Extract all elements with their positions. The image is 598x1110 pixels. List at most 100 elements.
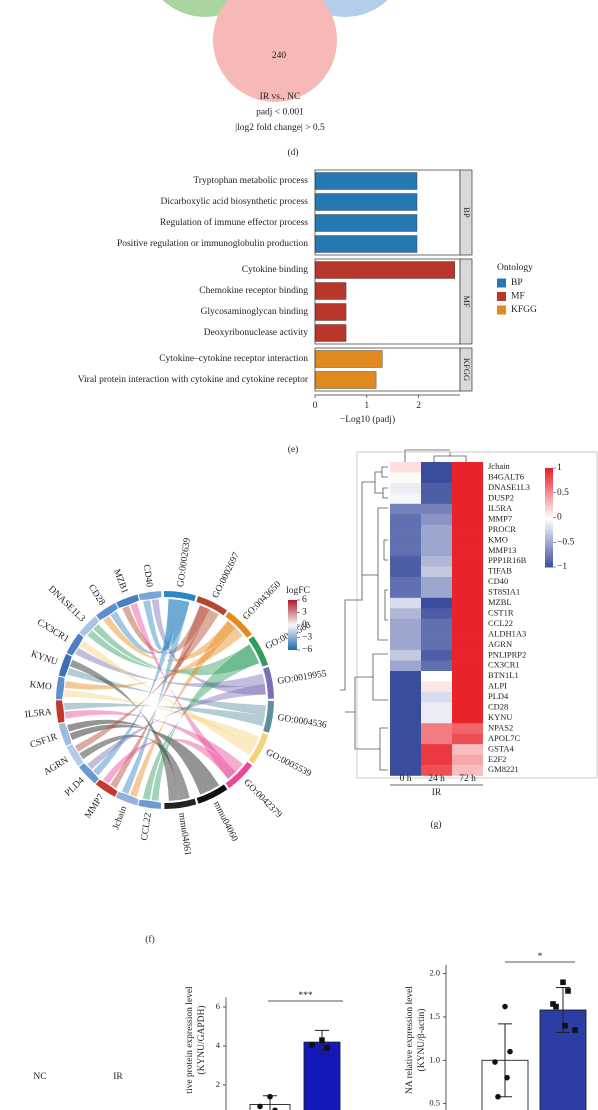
heatmap-cell	[421, 493, 452, 505]
row-dendrogram	[340, 466, 388, 771]
chord-ribbon	[110, 605, 210, 789]
gene-segment	[95, 779, 118, 797]
colorbar-step	[545, 490, 553, 494]
colorbar-step	[545, 527, 553, 531]
heatmap-cell	[390, 754, 421, 766]
heatmap-cell	[452, 650, 483, 661]
colorbar-step	[545, 497, 553, 501]
colorbar-step	[545, 492, 553, 496]
heatmap-cell	[421, 576, 452, 588]
category-label: Cytokine–cytokine receptor interaction	[159, 354, 308, 364]
bar	[314, 324, 347, 342]
chord-ribbon	[64, 710, 244, 772]
chord-ribbon	[129, 620, 236, 797]
heatmap-cell	[452, 744, 483, 755]
facet-label: KFGG	[462, 358, 472, 381]
facet-strip	[459, 169, 473, 256]
colorbar-step	[545, 485, 553, 489]
legend-swatch	[497, 305, 506, 315]
colorbar-step	[545, 564, 553, 568]
chord-ribbon	[143, 599, 180, 651]
heatmap-cell	[452, 493, 483, 505]
gene-label: KYNU	[30, 649, 59, 667]
colorbar-label: −0.5	[557, 537, 574, 547]
row-label: BTN1L1	[488, 670, 519, 680]
gene-segment	[56, 676, 65, 700]
heatmap-cell	[452, 576, 483, 588]
chord-ribbon	[102, 738, 236, 784]
heatmap-cell	[452, 566, 483, 578]
gene-label: CD28	[86, 583, 107, 608]
term-segment	[196, 784, 228, 804]
gene-segment	[138, 799, 162, 809]
colorbar-step	[545, 544, 553, 548]
term-label: GO:0042379	[241, 778, 283, 821]
heatmap-cell	[421, 754, 452, 766]
row-label: CD40	[488, 576, 508, 586]
chord-ribbon	[87, 683, 266, 770]
heatmap-cell	[421, 744, 452, 755]
colorbar-step	[545, 562, 553, 566]
data-point	[495, 1093, 501, 1100]
x-tick-label: 0	[313, 401, 318, 411]
heatmap-cell	[421, 712, 452, 724]
chord-ribbon	[79, 734, 190, 800]
colorbar-step	[545, 557, 553, 561]
heatmap-cell	[390, 472, 421, 484]
heatmap-cell	[390, 765, 421, 776]
row-label: TIFAB	[488, 566, 512, 576]
y-tick-label: 0.5	[429, 1098, 440, 1108]
term-segment	[248, 636, 269, 667]
gene-label: MZB1	[111, 568, 129, 595]
colorbar-label: −1	[557, 562, 567, 572]
heatmap-cell	[390, 691, 421, 703]
heatmap-cell	[452, 639, 483, 651]
colorbar-step	[545, 468, 553, 471]
column-label: 0 h	[400, 774, 412, 784]
row-label: PPP1R16B	[488, 555, 527, 565]
column-label: 24 h	[428, 774, 445, 784]
colorbar-step	[545, 522, 553, 526]
colorbar-label: 0.5	[557, 488, 569, 498]
gene-label: AGRN	[42, 755, 70, 778]
term-label: GO:0002697	[211, 551, 242, 600]
colorbar-label: 6	[302, 595, 307, 605]
heatmap-cell	[421, 618, 452, 630]
heatmap-cell	[390, 482, 421, 494]
bar	[314, 193, 418, 211]
row-label: ALDH1A3	[488, 628, 526, 638]
heatmap-cell	[390, 576, 421, 588]
panel-label: (g)	[430, 819, 441, 830]
legend-swatch	[497, 292, 506, 301]
term-label: GO:0005539	[264, 748, 313, 780]
colorbar-step	[545, 512, 553, 516]
term-segment	[225, 611, 252, 638]
category-label: Deoxyribonuclease activity	[204, 328, 308, 338]
data-point	[267, 1093, 273, 1100]
data-point	[257, 1103, 263, 1110]
chord-ribbon	[69, 659, 180, 801]
facet-strip	[459, 347, 473, 392]
row-label: NPAS2	[488, 722, 513, 732]
venn-note: padj < 0.001	[256, 108, 304, 118]
data-point	[504, 1074, 510, 1081]
heatmap-cell	[390, 566, 421, 578]
heatmap-cell	[421, 462, 452, 473]
gene-segment	[56, 700, 65, 724]
heatmap-cell	[390, 629, 421, 640]
heatmap-cell	[452, 723, 483, 734]
heatmap-cell	[390, 597, 421, 609]
legend-title: Ontology	[497, 263, 533, 273]
colorbar-step	[545, 532, 553, 536]
colorbar-step	[545, 552, 553, 556]
legend-swatch	[497, 278, 506, 288]
row-label: KMO	[488, 534, 508, 544]
heatmap-cell	[421, 723, 452, 734]
heatmap-cell	[452, 545, 483, 557]
heatmap-cell	[421, 671, 452, 682]
heatmap-cell	[452, 733, 483, 745]
data-point	[553, 1003, 559, 1010]
y-tick-label: 2	[216, 1079, 220, 1089]
heatmap-cell	[421, 535, 452, 546]
colorbar-label: 0	[557, 513, 562, 523]
